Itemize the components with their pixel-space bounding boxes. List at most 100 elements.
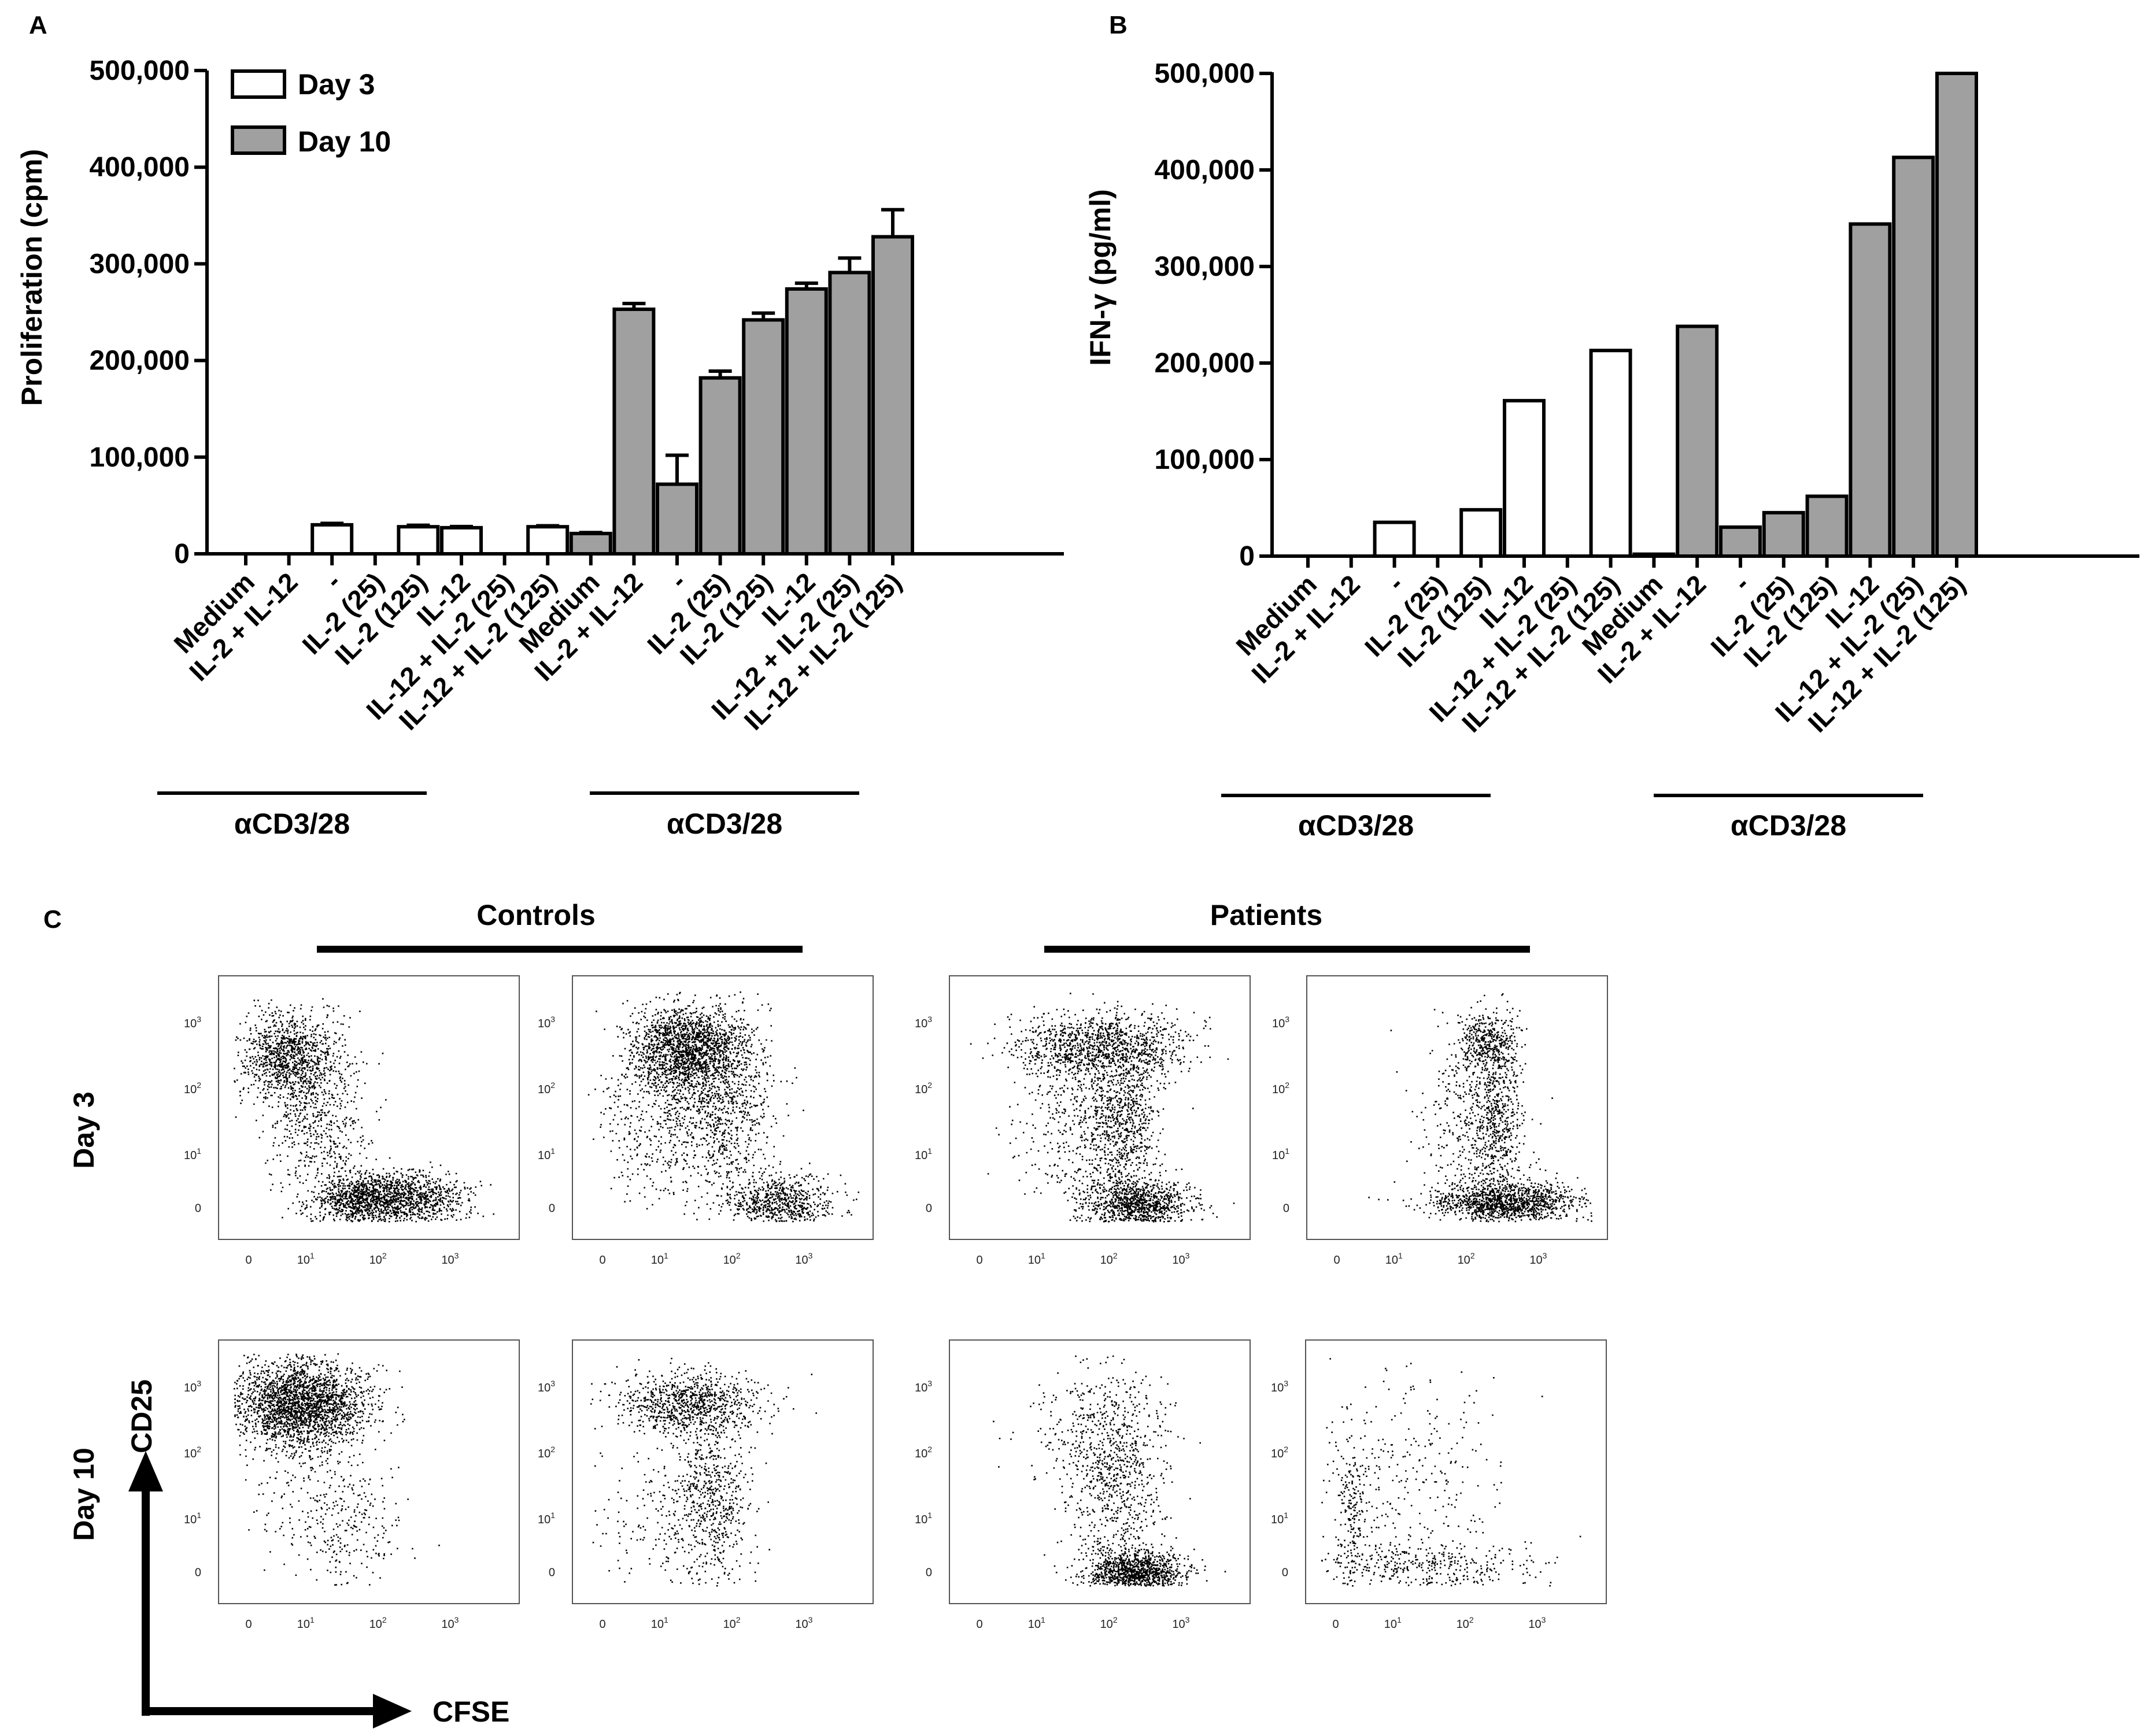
flow-x-tick-label: 102 <box>1100 1615 1118 1631</box>
bar <box>1589 349 1632 558</box>
flow-y-tick-label: 0 <box>1282 1566 1288 1579</box>
bar <box>1459 508 1503 558</box>
bar <box>1373 520 1416 558</box>
legend-day3-label: Day 3 <box>298 68 375 101</box>
flow-x-tick-label: 103 <box>795 1251 812 1267</box>
flow-y-tick-label: 103 <box>184 1379 201 1394</box>
flow-x-tick-label: 0 <box>599 1254 605 1267</box>
flow-x-tick-label: 0 <box>1333 1254 1340 1267</box>
flow-x-tick-label: 0 <box>976 1254 982 1267</box>
bar <box>311 523 354 556</box>
cd25-axis-label: CD25 <box>125 1379 158 1453</box>
flow-plot-frame <box>1306 975 1608 1240</box>
panel-a-ylabel: Proliferation (cpm) <box>16 149 48 406</box>
flow-y-tick-label: 102 <box>184 1080 201 1096</box>
flow-y-tick-label: 101 <box>1272 1146 1289 1162</box>
flow-plot-5: 0 101 102 103 0 101 102 103 <box>184 1339 520 1631</box>
flow-y-tick-label: 101 <box>184 1511 201 1526</box>
panel-letter-b: B <box>1109 11 1128 39</box>
panel-b-group1-label: αCD3/28 <box>1298 809 1414 842</box>
legend-day3-swatch <box>231 69 286 99</box>
bar <box>1719 525 1762 558</box>
y-tick-label: 500,000 <box>89 55 190 86</box>
flow-plot-frame <box>572 975 874 1240</box>
row-label-day3: Day 3 <box>68 1091 100 1168</box>
flow-x-tick-label: 102 <box>369 1615 387 1631</box>
flow-cytometry-grid: 0 101 102 103 0 101 102 103 0 101 102 103 0 101 102 103… <box>184 975 1608 1631</box>
flow-y-tick-label: 103 <box>1271 1379 1288 1394</box>
y-tick-label: 400,000 <box>1154 155 1255 186</box>
panel-a-yticks: 0 100,000 200,000 300,000 400,000 500,000 <box>89 55 207 569</box>
flow-y-tick-label: 103 <box>915 1379 932 1394</box>
panel-a-group1-label: αCD3/28 <box>234 808 350 840</box>
flow-events <box>234 1353 440 1586</box>
flow-y-tick-label: 103 <box>1272 1015 1289 1030</box>
flow-y-tick-label: 101 <box>915 1146 932 1162</box>
flow-y-tick-label: 102 <box>1272 1080 1289 1096</box>
y-tick-label: 500,000 <box>1154 58 1255 89</box>
flow-x-tick-label: 103 <box>795 1615 812 1631</box>
flow-y-tick-label: 101 <box>538 1511 555 1526</box>
controls-label: Controls <box>476 899 596 931</box>
flow-plot-3: 0 101 102 103 0 101 102 103 <box>915 975 1251 1267</box>
y-tick-label: 0 <box>1239 541 1255 572</box>
y-tick-label: 200,000 <box>89 346 190 376</box>
flow-events <box>590 1357 817 1587</box>
flow-x-tick-label: 103 <box>1529 1251 1547 1267</box>
flow-x-tick-label: 102 <box>369 1251 387 1267</box>
flow-y-tick-label: 102 <box>915 1445 932 1460</box>
flow-y-tick-label: 0 <box>926 1566 932 1579</box>
y-tick-label: 400,000 <box>89 152 190 183</box>
flow-y-tick-label: 102 <box>538 1080 555 1096</box>
flow-plot-frame <box>1305 1339 1607 1604</box>
flow-x-tick-label: 103 <box>441 1615 459 1631</box>
flow-y-tick-label: 0 <box>1283 1202 1289 1215</box>
flow-x-tick-label: 103 <box>1172 1251 1189 1267</box>
y-tick-label: 200,000 <box>1154 348 1255 379</box>
flow-y-tick-label: 0 <box>926 1202 932 1215</box>
bar <box>397 525 440 556</box>
flow-y-tick-label: 0 <box>195 1202 201 1215</box>
panel-b-bars <box>1373 72 1978 558</box>
flow-y-tick-label: 103 <box>538 1015 555 1030</box>
y-tick-label: 100,000 <box>1154 445 1255 475</box>
flow-y-tick-label: 103 <box>915 1015 932 1030</box>
flow-x-tick-label: 101 <box>297 1615 315 1631</box>
flow-plot-1: 0 101 102 103 0 101 102 103 <box>184 975 520 1267</box>
panel-a-group2-label: αCD3/28 <box>667 808 782 840</box>
flow-x-tick-label: 102 <box>723 1615 741 1631</box>
flow-y-tick-label: 101 <box>538 1146 555 1162</box>
bar <box>1503 399 1546 558</box>
bar <box>440 525 483 556</box>
y-tick-label: 100,000 <box>89 442 190 473</box>
flow-x-tick-label: 0 <box>599 1618 605 1631</box>
x-tick-label: - <box>1381 569 1409 597</box>
flow-y-tick-label: 102 <box>915 1080 932 1096</box>
bar <box>1676 324 1719 558</box>
bar <box>612 307 656 556</box>
x-tick-label: - <box>664 567 692 594</box>
y-tick-label: 0 <box>174 539 190 569</box>
row-label-day10: Day 10 <box>68 1448 100 1541</box>
flow-x-tick-label: 102 <box>723 1251 741 1267</box>
flow-x-tick-label: 0 <box>245 1618 252 1631</box>
flow-events <box>234 998 494 1223</box>
flow-y-tick-label: 102 <box>538 1445 555 1460</box>
flow-plot-8: 0 101 102 103 0 101 102 103 <box>1271 1339 1607 1631</box>
flow-x-tick-label: 101 <box>1384 1615 1402 1631</box>
flow-plot-2: 0 101 102 103 0 101 102 103 <box>538 975 874 1267</box>
flow-y-tick-label: 0 <box>549 1202 555 1215</box>
bar <box>526 525 570 556</box>
bar <box>1805 494 1849 558</box>
bar <box>656 482 698 556</box>
flow-y-tick-label: 103 <box>538 1379 555 1394</box>
flow-y-tick-label: 101 <box>915 1511 932 1526</box>
bar <box>785 287 828 556</box>
flow-y-tick-label: 102 <box>1271 1445 1288 1460</box>
panel-a-chart: Proliferation (cpm) 0 100,000 200,000 300,0… <box>16 55 1064 840</box>
bar <box>569 531 612 556</box>
y-tick-label: 300,000 <box>89 249 190 279</box>
